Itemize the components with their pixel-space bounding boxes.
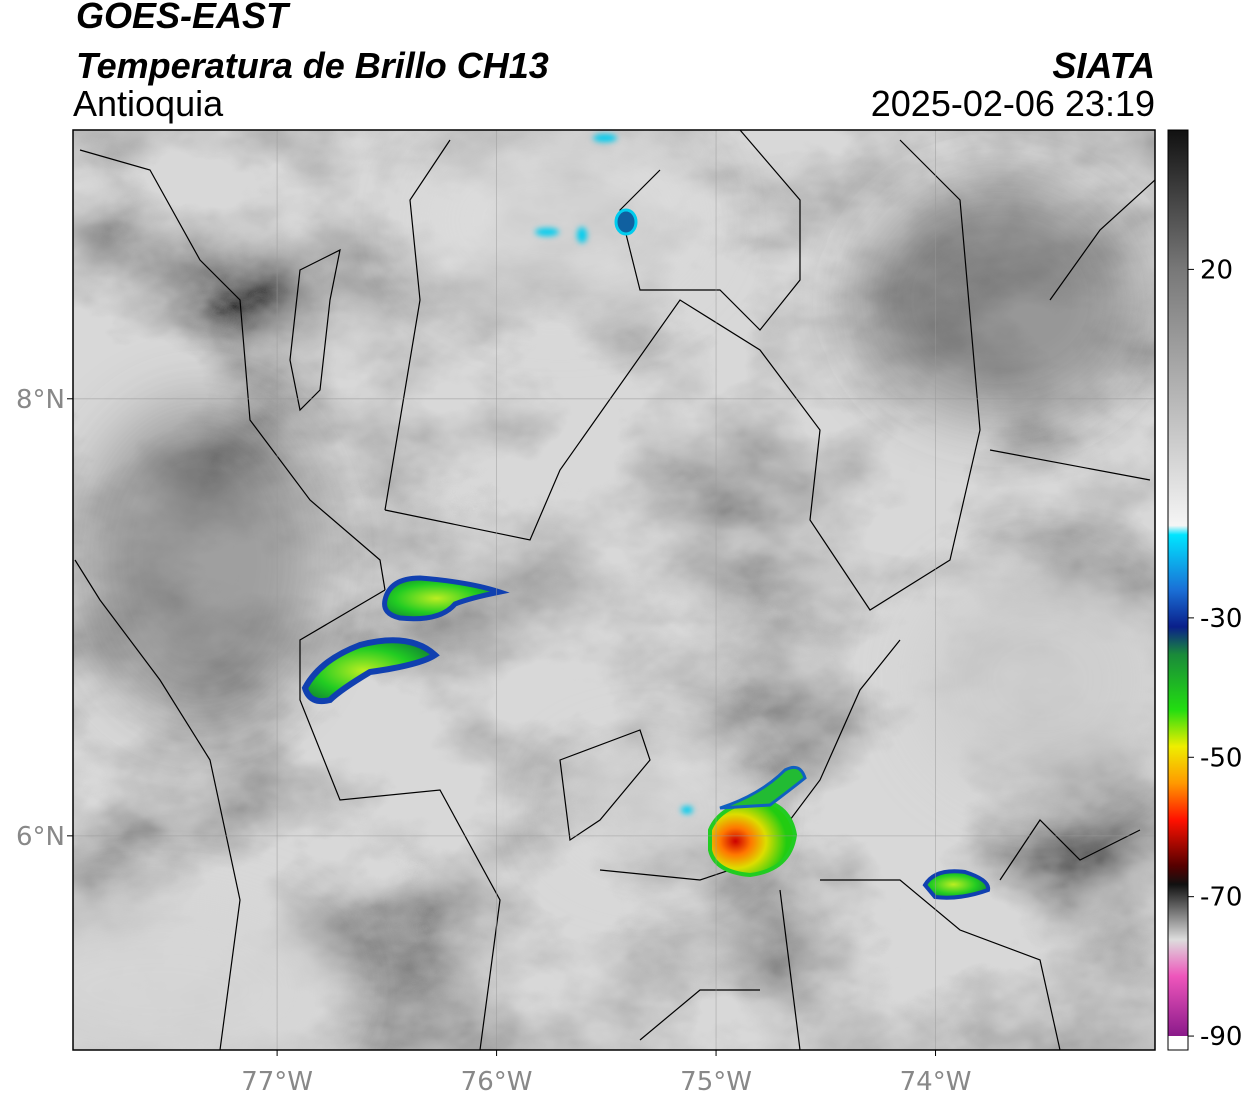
colorbar-tick-label: -90 [1200, 1022, 1242, 1052]
colorbar-ticks: 20 -30 -50 -70 -90 [1188, 255, 1242, 1052]
satellite-image [73, 130, 1155, 1050]
x-tick-label: 76°W [461, 1067, 533, 1097]
colorbar-tick-label: -30 [1200, 604, 1242, 634]
graticule: 77°W 76°W 75°W 74°W 8°N 6°N [16, 130, 1155, 1097]
map-frame [72, 129, 1156, 1051]
colorbar-tick-label: 20 [1200, 255, 1233, 285]
x-tick-label: 75°W [680, 1067, 752, 1097]
colorbar-tick-label: -70 [1200, 883, 1242, 913]
title: GOES-EAST [76, 0, 291, 36]
y-tick-label: 8°N [16, 385, 65, 415]
y-tick-label: 6°N [16, 822, 65, 852]
timestamp: 2025-02-06 23:19 [871, 83, 1155, 124]
colorbar-tick-label: -50 [1200, 743, 1242, 773]
source: SIATA [1052, 45, 1155, 86]
region: Antioquia [73, 83, 224, 124]
subtitle: Temperatura de Brillo CH13 [76, 45, 549, 86]
x-tick-label: 77°W [241, 1067, 313, 1097]
colorbar [1167, 129, 1189, 1051]
convective-cells [301, 134, 991, 900]
x-tick-label: 74°W [900, 1067, 972, 1097]
